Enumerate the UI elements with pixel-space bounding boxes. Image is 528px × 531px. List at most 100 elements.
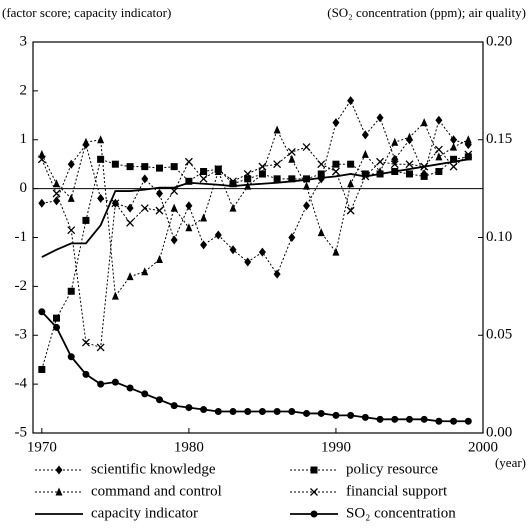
marker: [200, 213, 208, 222]
marker: [185, 404, 193, 412]
marker: [361, 413, 369, 421]
marker: [185, 223, 193, 232]
series-line: [41, 311, 469, 423]
marker: [317, 170, 325, 178]
marker: [126, 272, 134, 281]
marker: [170, 402, 178, 410]
marker: [97, 380, 105, 388]
marker: [184, 157, 193, 166]
marker: [141, 163, 149, 171]
marker: [155, 254, 163, 263]
marker: [420, 415, 428, 423]
marker: [111, 291, 119, 300]
marker: [391, 137, 399, 146]
marker: [273, 407, 281, 415]
marker: [361, 170, 369, 178]
marker: [450, 155, 458, 163]
y2-axis-label: (SO₂ concentration (ppm); air quality): [327, 5, 526, 20]
marker: [258, 162, 267, 171]
marker: [82, 216, 90, 224]
marker: [38, 149, 46, 158]
marker: [310, 466, 318, 474]
marker: [38, 365, 46, 373]
marker: [244, 407, 252, 415]
marker: [185, 177, 193, 185]
marker: [214, 165, 223, 174]
marker: [97, 193, 105, 203]
marker: [53, 196, 61, 206]
marker: [155, 189, 163, 199]
marker: [229, 407, 237, 415]
marker: [450, 135, 458, 145]
marker: [347, 160, 355, 168]
marker: [435, 417, 443, 425]
marker: [55, 487, 63, 496]
marker: [273, 269, 281, 279]
marker: [317, 228, 325, 237]
marker: [243, 170, 252, 178]
marker: [81, 338, 90, 347]
marker: [200, 240, 208, 250]
marker: [450, 417, 458, 425]
marker: [287, 148, 296, 156]
marker: [53, 323, 61, 331]
marker: [288, 175, 296, 183]
marker: [405, 132, 413, 141]
marker: [464, 135, 472, 144]
marker: [214, 230, 222, 240]
marker: [464, 150, 473, 159]
marker: [170, 203, 178, 212]
marker: [435, 168, 443, 176]
marker: [170, 235, 178, 245]
marker: [405, 415, 413, 423]
marker: [435, 152, 443, 161]
marker: [376, 157, 385, 166]
marker: [464, 153, 472, 161]
marker: [288, 407, 296, 415]
marker: [244, 175, 252, 183]
y-tick-label: 0: [20, 180, 28, 196]
marker: [405, 170, 413, 178]
marker: [450, 142, 458, 151]
marker: [37, 155, 46, 164]
marker: [155, 164, 163, 172]
y-tick-label: 2: [20, 82, 28, 98]
marker: [229, 180, 237, 188]
marker: [258, 407, 266, 415]
marker: [67, 193, 75, 202]
marker: [303, 201, 311, 211]
marker: [332, 118, 340, 128]
series-line: [41, 158, 469, 258]
series-line: [41, 121, 469, 298]
y2-tick-label: 0.20: [486, 33, 512, 49]
marker: [376, 113, 384, 123]
marker: [141, 267, 149, 276]
y2-tick-label: 0.10: [486, 229, 512, 245]
series-line: [41, 146, 469, 349]
marker: [67, 287, 75, 295]
marker: [420, 172, 428, 180]
marker: [229, 245, 237, 255]
y-tick-label: -3: [15, 327, 28, 343]
marker: [38, 198, 46, 208]
marker: [53, 179, 61, 188]
plot-frame: [32, 41, 484, 434]
marker: [303, 409, 311, 417]
y-tick-label: -4: [15, 376, 28, 392]
marker: [200, 406, 208, 414]
legend-label: SO₂ concentration: [346, 505, 456, 521]
marker: [82, 370, 90, 378]
marker: [67, 159, 75, 169]
marker: [111, 199, 120, 208]
legend-label: scientific knowledge: [91, 461, 216, 477]
y-tick-label: 1: [20, 131, 28, 147]
x-tick-label: 1990: [321, 439, 351, 455]
marker: [317, 409, 325, 417]
y-tick-label: -1: [15, 229, 28, 245]
marker: [141, 390, 149, 398]
x-tick-label: 1970: [27, 439, 57, 455]
marker: [303, 181, 311, 190]
marker: [405, 160, 414, 169]
marker: [244, 257, 252, 267]
marker: [126, 163, 134, 171]
